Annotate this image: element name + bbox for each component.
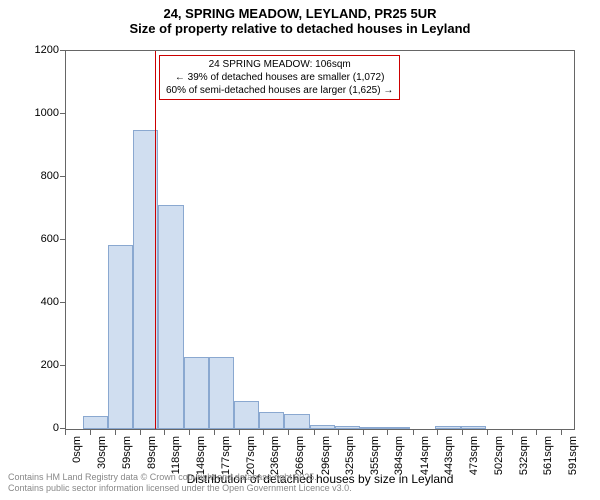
x-tick [363, 430, 364, 435]
x-tick [164, 430, 165, 435]
x-tick-label: 473sqm [468, 436, 480, 476]
x-tick-label: 355sqm [369, 436, 381, 476]
x-tick-label: 207sqm [245, 436, 257, 476]
x-tick [239, 430, 240, 435]
x-tick-label: 266sqm [294, 436, 306, 476]
histogram-bar [184, 357, 209, 429]
footer-line1: Contains HM Land Registry data © Crown c… [8, 472, 352, 483]
x-tick [536, 430, 537, 435]
x-tick [288, 430, 289, 435]
histogram-bar [335, 426, 360, 429]
x-tick-label: 177sqm [220, 436, 232, 476]
x-tick [140, 430, 141, 435]
histogram-bar [209, 357, 234, 429]
histogram-bar [158, 205, 183, 429]
x-tick [115, 430, 116, 435]
histogram-bar [310, 425, 335, 429]
chart-plot-area: 24 SPRING MEADOW: 106sqm← 39% of detache… [65, 50, 575, 430]
x-tick-label: 591sqm [567, 436, 579, 476]
property-marker-line [155, 51, 156, 429]
footer-attribution: Contains HM Land Registry data © Crown c… [8, 472, 352, 494]
x-tick-label: 89sqm [146, 436, 158, 476]
title-line1: 24, SPRING MEADOW, LEYLAND, PR25 5UR [0, 0, 600, 21]
x-tick-label: 148sqm [195, 436, 207, 476]
histogram-bar [234, 401, 259, 429]
x-tick-label: 30sqm [96, 436, 108, 476]
x-tick [437, 430, 438, 435]
x-tick-label: 502sqm [493, 436, 505, 476]
x-tick [189, 430, 190, 435]
footer-line2: Contains public sector information licen… [8, 483, 352, 494]
x-tick [561, 430, 562, 435]
annotation-line1: 24 SPRING MEADOW: 106sqm [166, 58, 393, 71]
histogram-bar [360, 427, 385, 429]
x-tick [338, 430, 339, 435]
x-tick-label: 59sqm [121, 436, 133, 476]
title-line2: Size of property relative to detached ho… [0, 21, 600, 36]
x-tick-label: 236sqm [269, 436, 281, 476]
histogram-bar [385, 427, 410, 429]
x-tick-label: 384sqm [393, 436, 405, 476]
annotation-line2: ← 39% of detached houses are smaller (1,… [166, 71, 393, 84]
y-tick-label: 0 [53, 422, 59, 434]
x-tick-label: 532sqm [518, 436, 530, 476]
x-tick-label: 414sqm [419, 436, 431, 476]
histogram-bar [259, 412, 284, 429]
x-tick-label: 296sqm [320, 436, 332, 476]
x-tick [214, 430, 215, 435]
y-tick-label: 1200 [35, 44, 59, 56]
x-tick [263, 430, 264, 435]
x-tick [65, 430, 66, 435]
y-tick-label: 200 [41, 359, 59, 371]
x-tick [413, 430, 414, 435]
histogram-bar [461, 426, 486, 429]
histogram-bar [435, 426, 460, 429]
histogram-bar [83, 416, 108, 429]
y-tick-label: 800 [41, 170, 59, 182]
x-tick [387, 430, 388, 435]
histogram-bar [284, 414, 309, 429]
y-axis: Number of detached properties 0200400600… [0, 50, 65, 430]
annotation-line3: 60% of semi-detached houses are larger (… [166, 84, 393, 97]
x-tick [90, 430, 91, 435]
x-tick-label: 325sqm [344, 436, 356, 476]
x-tick [512, 430, 513, 435]
x-tick-label: 443sqm [443, 436, 455, 476]
x-tick-label: 118sqm [170, 436, 182, 476]
x-tick-label: 561sqm [542, 436, 554, 476]
y-tick-label: 600 [41, 233, 59, 245]
histogram-bar [108, 245, 133, 429]
x-tick-label: 0sqm [71, 436, 83, 476]
x-tick [487, 430, 488, 435]
annotation-box: 24 SPRING MEADOW: 106sqm← 39% of detache… [159, 55, 400, 100]
y-tick-label: 1000 [35, 107, 59, 119]
y-tick-label: 400 [41, 296, 59, 308]
x-tick [314, 430, 315, 435]
x-tick [462, 430, 463, 435]
